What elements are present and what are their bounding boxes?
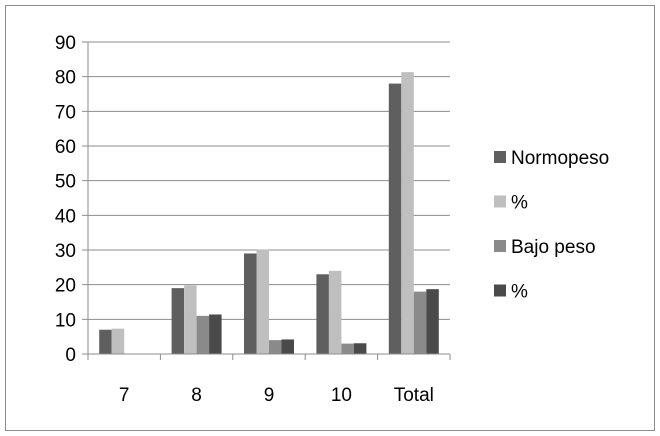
bar-Total-series-0 xyxy=(388,83,402,354)
legend-label: Bajo peso xyxy=(511,237,596,258)
y-tick-label: 80 xyxy=(55,68,76,89)
legend: Normopeso% Bajo peso% xyxy=(494,148,609,303)
legend-label: % xyxy=(511,193,528,214)
axes xyxy=(82,41,451,360)
y-tick-label: 10 xyxy=(55,310,76,331)
bar-7-series-1 xyxy=(111,328,125,354)
y-tick-label: 70 xyxy=(55,102,76,123)
x-tick-label: 9 xyxy=(264,385,275,406)
y-tick-label: 90 xyxy=(55,33,76,54)
chart-frame xyxy=(5,5,655,431)
bar-8-series-0 xyxy=(171,288,185,354)
y-tick-label: 20 xyxy=(55,276,76,297)
legend-swatch xyxy=(494,240,506,252)
bar-10-series-1 xyxy=(328,270,342,354)
legend-label: Normopeso xyxy=(511,148,609,169)
bar-9-series-3 xyxy=(281,339,294,354)
bar-8-series-1 xyxy=(184,285,197,354)
y-tick-label: 60 xyxy=(55,137,76,158)
bars xyxy=(99,72,439,354)
bar-Total-series-1 xyxy=(401,72,414,354)
bar-9-series-0 xyxy=(244,253,257,354)
tick-labels: 0 10 20 30 40 50 60 70 80 90 7 8 9 10 Total xyxy=(55,33,434,406)
y-tick-label: 30 xyxy=(55,241,76,262)
y-tick-label: 50 xyxy=(55,172,76,193)
bar-Total-series-2 xyxy=(413,291,427,354)
y-tick-label: 40 xyxy=(55,206,76,227)
bar-Total-series-3 xyxy=(426,289,439,354)
x-tick-label: 10 xyxy=(331,385,352,406)
legend-swatch xyxy=(494,284,506,297)
bar-9-series-2 xyxy=(269,340,282,354)
x-tick-label: 7 xyxy=(119,385,130,406)
bar-8-series-2 xyxy=(196,315,210,354)
x-tick-label: 8 xyxy=(191,385,202,406)
x-tick-label: Total xyxy=(394,385,434,406)
legend-swatch xyxy=(494,195,506,208)
bar-10-series-0 xyxy=(316,274,329,354)
bar-9-series-1 xyxy=(256,249,269,354)
legend-swatch xyxy=(494,151,506,163)
bar-8-series-3 xyxy=(209,314,222,354)
y-tick-label: 0 xyxy=(65,345,76,366)
bar-7-series-0 xyxy=(99,329,112,354)
bar-10-series-2 xyxy=(341,343,354,354)
legend-label: % xyxy=(511,282,528,303)
bar-10-series-3 xyxy=(353,343,367,354)
